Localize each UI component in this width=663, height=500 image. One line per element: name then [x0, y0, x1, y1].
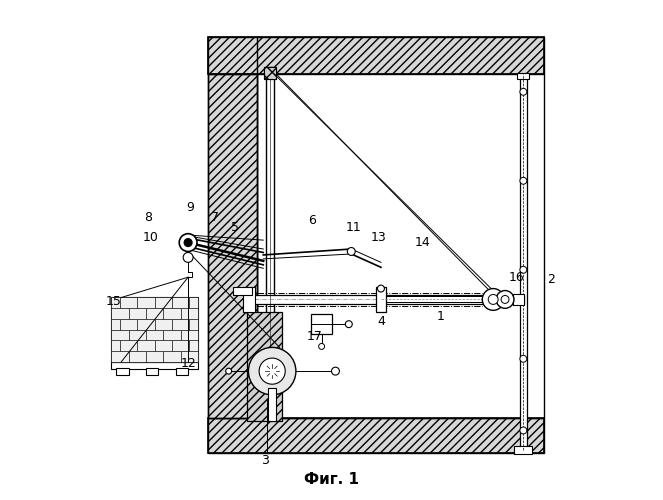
Bar	[172, 319, 190, 330]
Bar	[247, 295, 524, 304]
Circle shape	[259, 358, 285, 384]
Circle shape	[249, 348, 296, 395]
Bar	[129, 330, 146, 340]
Circle shape	[488, 294, 498, 304]
Bar	[120, 340, 137, 351]
Bar	[181, 308, 198, 319]
Text: 13: 13	[371, 231, 387, 244]
Circle shape	[332, 367, 339, 375]
Bar	[269, 388, 276, 420]
Bar	[163, 330, 181, 340]
Bar	[517, 74, 529, 80]
Bar	[233, 287, 253, 294]
Bar	[176, 368, 188, 374]
Circle shape	[347, 248, 355, 256]
Circle shape	[345, 320, 352, 328]
Bar	[181, 351, 198, 362]
Bar	[163, 351, 181, 362]
Bar	[129, 351, 146, 362]
Bar	[154, 319, 172, 330]
Text: 11: 11	[346, 221, 361, 234]
Circle shape	[184, 238, 192, 246]
Bar	[129, 308, 146, 319]
Bar	[111, 340, 120, 351]
Text: 14: 14	[415, 236, 431, 249]
Bar	[208, 74, 257, 418]
Bar	[266, 67, 274, 388]
Bar	[111, 351, 129, 362]
Bar	[208, 38, 544, 74]
Bar	[146, 330, 163, 340]
Bar	[208, 418, 544, 452]
Text: 5: 5	[231, 221, 239, 234]
Text: 17: 17	[306, 330, 322, 343]
Circle shape	[520, 178, 527, 184]
Bar	[172, 298, 190, 308]
Bar	[111, 319, 120, 330]
Bar	[120, 319, 137, 330]
Circle shape	[183, 252, 193, 262]
Text: 7: 7	[211, 212, 219, 224]
Circle shape	[225, 368, 231, 374]
Bar	[111, 298, 198, 362]
Bar	[146, 368, 158, 374]
Bar	[111, 308, 129, 319]
Bar	[137, 319, 154, 330]
Circle shape	[520, 356, 527, 362]
Bar	[190, 319, 198, 330]
Text: 8: 8	[145, 212, 152, 224]
Bar	[111, 330, 129, 340]
Bar	[208, 38, 257, 74]
Bar	[264, 67, 276, 80]
Bar	[163, 308, 181, 319]
Circle shape	[520, 88, 527, 95]
Bar	[376, 287, 386, 312]
Bar	[190, 340, 198, 351]
Circle shape	[179, 234, 197, 252]
Circle shape	[319, 344, 325, 349]
Bar	[137, 298, 154, 308]
Bar	[172, 340, 190, 351]
Bar	[117, 368, 129, 374]
Bar	[208, 38, 544, 74]
Bar	[514, 446, 532, 454]
Circle shape	[377, 285, 385, 292]
Bar	[154, 340, 172, 351]
Text: 9: 9	[187, 202, 194, 214]
Circle shape	[520, 266, 527, 273]
Text: 10: 10	[143, 231, 159, 244]
Bar	[247, 312, 282, 420]
Text: 15: 15	[106, 296, 122, 308]
Bar	[513, 294, 524, 306]
Bar	[257, 74, 544, 418]
Bar	[154, 298, 172, 308]
Bar	[111, 298, 120, 308]
Bar	[243, 287, 255, 312]
Bar	[264, 67, 276, 80]
Circle shape	[501, 296, 509, 304]
Text: 2: 2	[548, 273, 556, 286]
Text: Фиг. 1: Фиг. 1	[304, 472, 359, 488]
Bar	[520, 74, 527, 450]
Bar	[146, 351, 163, 362]
Bar	[146, 308, 163, 319]
Bar	[208, 418, 544, 452]
Text: 3: 3	[261, 454, 269, 466]
Text: 4: 4	[377, 315, 385, 328]
Bar	[190, 298, 198, 308]
Bar	[381, 296, 502, 302]
Bar	[111, 362, 198, 368]
Text: 6: 6	[308, 214, 316, 227]
Bar	[311, 314, 332, 334]
Circle shape	[482, 288, 504, 310]
Text: 1: 1	[436, 310, 444, 324]
Text: 12: 12	[180, 357, 196, 370]
Bar	[208, 74, 257, 418]
Bar	[137, 340, 154, 351]
Bar	[181, 330, 198, 340]
Circle shape	[520, 427, 527, 434]
Bar	[120, 298, 137, 308]
Text: 16: 16	[509, 270, 525, 283]
Circle shape	[496, 290, 514, 308]
